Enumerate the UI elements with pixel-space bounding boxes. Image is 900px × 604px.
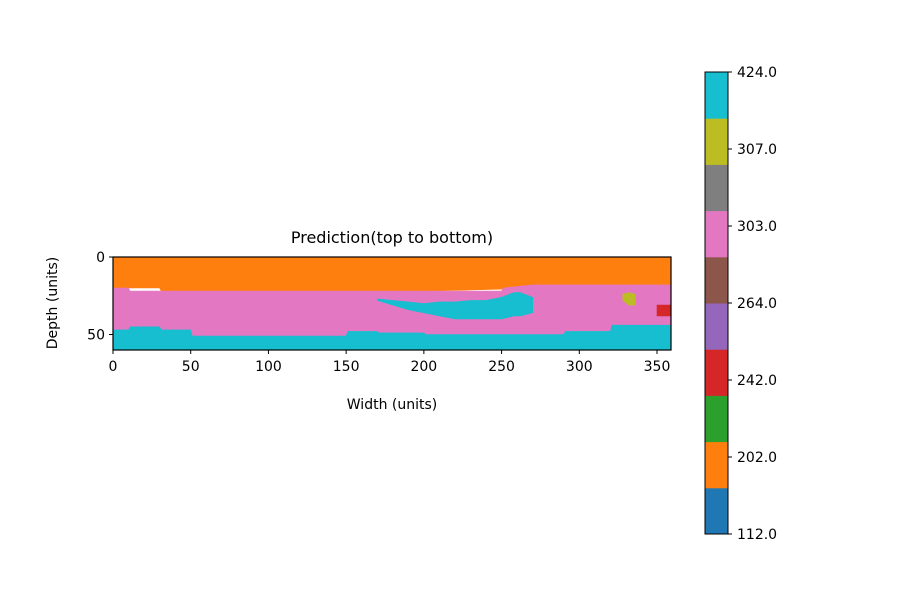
- y-tick-label: 50: [87, 328, 105, 344]
- layer-region-1: [113, 284, 671, 337]
- layer-region-2: [113, 324, 671, 350]
- colorbar-swatch: [705, 210, 728, 258]
- y-axis-label: Depth (units): [45, 257, 61, 349]
- plot-frame: [112, 256, 672, 351]
- colorbar-tick-label: 202.0: [737, 450, 777, 466]
- colorbar-swatch: [705, 164, 728, 212]
- x-tick-label: 350: [644, 359, 671, 375]
- x-tick-label: 50: [182, 359, 200, 375]
- colorbar-swatch: [705, 441, 728, 489]
- colorbar-swatch: [705, 487, 728, 535]
- x-tick-label: 250: [488, 359, 515, 375]
- x-tick-label: 0: [109, 359, 118, 375]
- colorbar: 424.0 307.0 303.0 264.0 242.0 202.0 112.0: [704, 65, 777, 543]
- colorbar-tick-label: 264.0: [737, 296, 777, 312]
- colorbar-swatch: [705, 256, 728, 304]
- colorbar-tick-label: 307.0: [737, 142, 777, 158]
- colorbar-tick-label: 112.0: [737, 527, 777, 543]
- chart-title: Prediction(top to bottom): [291, 228, 493, 247]
- colorbar-swatch: [705, 72, 728, 119]
- x-tick-label: 150: [333, 359, 360, 375]
- layer-region-3: [376, 292, 534, 320]
- x-axis: 0 50 100 150 200 250 300 350: [109, 350, 671, 375]
- x-tick-label: 100: [255, 359, 282, 375]
- layer-region-5: [656, 304, 671, 317]
- x-tick-label: 300: [566, 359, 593, 375]
- layer-region-4: [622, 292, 636, 306]
- colorbar-swatch: [705, 118, 728, 165]
- colorbar-tick-label: 424.0: [737, 65, 777, 81]
- plot-area: [113, 257, 671, 350]
- colorbar-swatch: [705, 395, 728, 443]
- x-tick-label: 200: [410, 359, 437, 375]
- y-axis: 0 50: [87, 250, 113, 344]
- colorbar-tick-label: 242.0: [737, 373, 777, 389]
- colorbar-swatch: [705, 349, 728, 396]
- colorbar-tick-label: 303.0: [737, 219, 777, 235]
- x-axis-label: Width (units): [347, 397, 437, 413]
- y-tick-label: 0: [96, 250, 105, 266]
- colorbar-swatch: [705, 303, 728, 350]
